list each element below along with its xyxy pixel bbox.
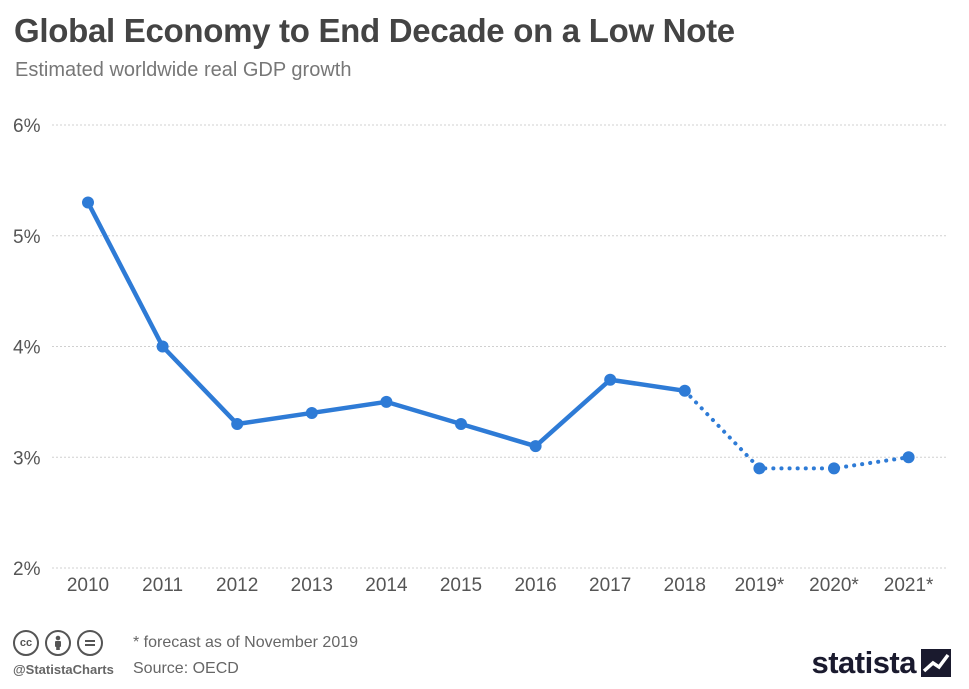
brand-name: statista: [811, 645, 916, 680]
data-point: [380, 395, 393, 408]
data-point: [828, 462, 840, 475]
x-tick-label: 2018: [664, 575, 706, 596]
nd-icon: [77, 630, 103, 656]
footnote: * forecast as of November 2019: [133, 634, 359, 651]
series-line-forecast: [682, 388, 911, 471]
by-icon: [45, 630, 71, 656]
x-tick-label: 2017: [589, 575, 631, 596]
data-point: [529, 440, 542, 453]
y-tick-label: 2%: [13, 559, 41, 580]
y-tick-label: 3%: [13, 448, 41, 469]
data-point: [156, 340, 169, 353]
line-chart: 2% 3% 4% 5% 6% 2010 2011 2012 2013 2014 2015 2016 20…: [13, 116, 948, 596]
chart-title: Global Economy to End Decade on a Low No…: [14, 12, 735, 49]
x-tick-label: 2021*: [884, 575, 934, 596]
x-tick-label: 2010: [67, 575, 109, 596]
x-tick-label: 2011: [142, 575, 183, 596]
x-tick-label: 2013: [291, 575, 333, 596]
data-point: [902, 451, 915, 464]
data-point: [604, 373, 617, 386]
statista-logo[interactable]: statista: [811, 645, 951, 681]
data-point: [753, 462, 766, 475]
x-tick-label: 2015: [440, 575, 482, 596]
y-tick-label: 5%: [13, 227, 41, 248]
statista-mark-icon: [921, 649, 951, 677]
data-point: [455, 418, 467, 431]
series-line-actual: [85, 200, 688, 449]
data-point: [82, 196, 94, 209]
data-point: [305, 406, 318, 419]
chart-subtitle: Estimated worldwide real GDP growth: [15, 59, 352, 81]
cc-icon: cc: [13, 630, 39, 656]
x-tick-label: 2019*: [735, 575, 785, 596]
data-point: [678, 384, 691, 397]
source-note: Source: OECD: [133, 660, 239, 677]
x-tick-label: 2014: [365, 575, 408, 596]
social-handle[interactable]: @StatistaCharts: [13, 662, 114, 677]
y-tick-label: 4%: [13, 338, 41, 359]
license-icons: cc: [13, 630, 103, 656]
x-tick-label: 2020*: [809, 575, 859, 596]
y-tick-label: 6%: [13, 116, 41, 137]
data-point: [231, 418, 244, 431]
x-tick-label: 2016: [514, 575, 556, 596]
x-tick-label: 2012: [216, 575, 258, 596]
